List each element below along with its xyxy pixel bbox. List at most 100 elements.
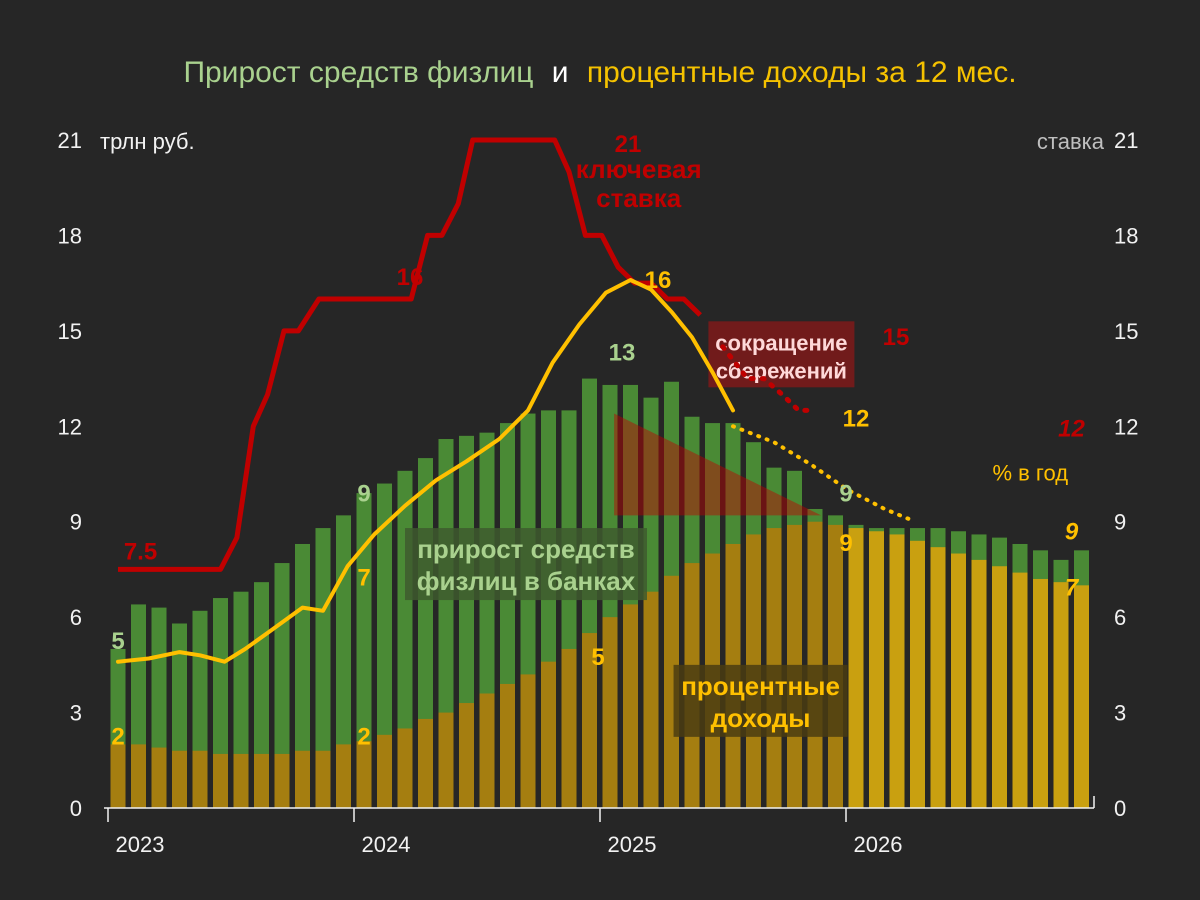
x-tick-label-2026: 2026	[854, 832, 903, 857]
income-bar	[889, 534, 905, 808]
income-bar	[151, 747, 167, 808]
value-label: 7	[1065, 574, 1080, 601]
value-label: 7.5	[124, 538, 157, 565]
right-tick-21: 21	[1114, 128, 1138, 153]
income-bar	[992, 566, 1007, 808]
income-bar	[541, 661, 556, 808]
deposit-bar	[377, 483, 392, 808]
right-tick-3: 3	[1114, 701, 1126, 726]
income-bar	[233, 753, 249, 808]
right-tick-9: 9	[1114, 510, 1126, 535]
value-label: 5	[591, 644, 604, 671]
right-tick-6: 6	[1114, 605, 1126, 630]
yield-line	[116, 278, 735, 664]
value-label: 2	[357, 723, 370, 750]
income-bar	[848, 528, 864, 808]
left-axis-ticks: 0 3 6 9 12 15 18 21	[58, 128, 82, 821]
left-tick-12: 12	[58, 414, 82, 439]
left-tick-9: 9	[70, 510, 82, 535]
income-bar	[254, 753, 269, 808]
value-label: 12	[843, 405, 870, 432]
income-bar	[295, 750, 310, 808]
savings-reduction-box	[708, 321, 855, 388]
value-label: 5	[111, 628, 124, 655]
income-bar	[971, 559, 987, 808]
income-bar	[664, 575, 679, 808]
x-tick-label-2025: 2025	[608, 832, 657, 857]
income-bar	[459, 703, 474, 808]
income-bar	[582, 633, 597, 808]
right-tick-12: 12	[1114, 414, 1138, 439]
income-callout-box	[673, 664, 848, 737]
value-label: 16	[397, 264, 424, 291]
title-part-income: процентные доходы за 12 мес.	[587, 56, 1017, 89]
value-label: 7	[357, 564, 370, 591]
income-bar	[377, 734, 392, 808]
chart-title: Прирост средств физлиц и процентные дохо…	[183, 56, 1016, 89]
left-tick-0: 0	[70, 796, 82, 821]
value-label: 12	[1058, 415, 1085, 442]
value-label: 2	[111, 723, 124, 750]
income-bar	[1012, 572, 1028, 808]
income-bar	[418, 718, 433, 808]
income-bar	[643, 591, 659, 808]
left-tick-6: 6	[70, 605, 82, 630]
income-bar	[910, 540, 925, 808]
income-bar	[131, 744, 146, 808]
deposits-callout-line2: физлиц в банках	[417, 566, 636, 596]
value-label: 15	[883, 324, 910, 351]
income-bar	[1053, 582, 1069, 808]
x-tick-label-2024: 2024	[362, 832, 411, 857]
title-part-deposits: Прирост средств физлиц	[183, 56, 533, 89]
left-tick-18: 18	[58, 223, 82, 248]
value-labels: 5 2 9 7 2 13 5 16 9 9 12 7.5 16 21 15 12 9 7	[111, 131, 1085, 750]
income-bar	[213, 753, 228, 808]
right-tick-0: 0	[1114, 796, 1126, 821]
income-bar	[869, 531, 884, 808]
income-bar	[397, 728, 413, 808]
value-label: 13	[609, 340, 636, 367]
income-bar	[602, 617, 618, 808]
savings-reduction-label-line1: сокращение	[715, 330, 847, 355]
income-bar	[172, 750, 187, 808]
income-bar	[110, 744, 126, 808]
value-label: 16	[645, 267, 672, 294]
income-bar	[500, 683, 515, 808]
income-bar	[274, 753, 290, 808]
income-bar	[930, 547, 946, 808]
income-callout-line2: доходы	[711, 703, 811, 733]
income-callout-line1: процентные	[681, 671, 840, 701]
deposit-bar	[356, 493, 372, 808]
income-bar	[951, 553, 966, 808]
savings-reduction-triangle	[614, 413, 822, 516]
title-part-and: и	[552, 56, 569, 89]
left-tick-15: 15	[58, 319, 82, 344]
key-rate-callout-line1: ключевая	[576, 154, 702, 184]
value-label: 9	[839, 480, 852, 507]
income-bar	[479, 693, 495, 808]
deposit-bar	[336, 515, 351, 808]
deposits-callout-box	[405, 528, 647, 601]
x-tick-label-2023: 2023	[116, 832, 165, 857]
key-rate-forecast-line	[720, 344, 818, 413]
value-label: 9	[1065, 519, 1079, 546]
x-axis: 2023 2024 2025 2026	[104, 796, 1095, 857]
left-tick-3: 3	[70, 701, 82, 726]
income-bar	[192, 750, 208, 808]
income-bar	[1074, 585, 1089, 808]
income-bar	[561, 648, 577, 808]
deposits-callout-line1: прирост средств	[417, 534, 635, 564]
percent-per-year-label: % в год	[992, 460, 1068, 485]
income-bar	[1033, 578, 1048, 808]
value-label: 9	[839, 530, 852, 557]
key-rate-callout-line2: ставка	[596, 183, 682, 213]
left-tick-21: 21	[58, 128, 82, 153]
right-axis-ticks: 0 3 6 9 12 15 18 21	[1114, 128, 1138, 821]
income-bar	[623, 604, 638, 808]
value-label: 9	[357, 480, 370, 507]
value-label: 21	[615, 131, 642, 158]
left-axis-unit: трлн руб.	[100, 129, 195, 154]
right-tick-15: 15	[1114, 319, 1138, 344]
income-bar	[356, 741, 372, 808]
